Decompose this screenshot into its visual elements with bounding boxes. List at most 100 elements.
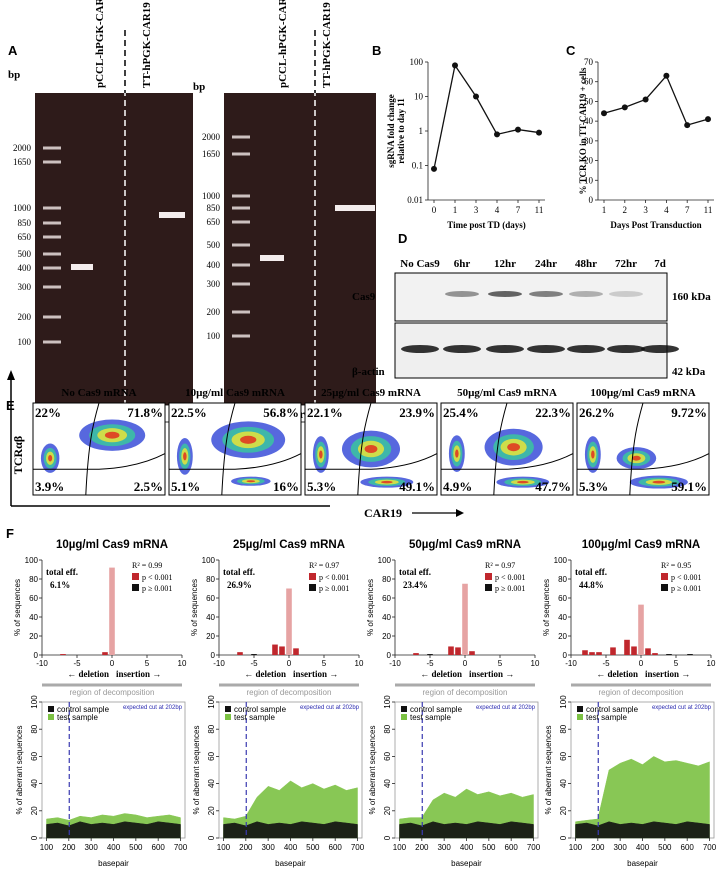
- cut-annotation: expected cut at 202bp: [123, 705, 183, 711]
- data-point: [431, 165, 437, 172]
- legend-swatch: [309, 573, 316, 580]
- legend-label: test sample: [586, 713, 627, 722]
- x-tick-label: 400: [107, 843, 121, 852]
- density-blob: [591, 450, 595, 459]
- quadrant-label: 25.4%: [443, 405, 479, 420]
- eff-value: 26.9%: [227, 580, 252, 590]
- y-axis-label: % of sequences: [13, 579, 22, 636]
- y-tick-label: 20: [559, 806, 568, 815]
- y-axis-label: % of aberrant sequences: [368, 726, 377, 815]
- ladder-band: [232, 282, 250, 286]
- y-tick-label: 50: [584, 96, 594, 106]
- y-tick-label: 20: [30, 806, 39, 815]
- bar: [645, 648, 651, 655]
- x-tick-label: 7: [685, 205, 690, 215]
- ladder-band: [43, 315, 61, 319]
- region-label: region of decomposition: [423, 688, 508, 697]
- y-axis-label: % of aberrant sequences: [192, 726, 201, 815]
- bar: [638, 604, 644, 655]
- y-tick-label: 0.1: [412, 161, 423, 171]
- quadrant-label: 59.1%: [671, 479, 707, 494]
- quadrant-label: 22.5%: [171, 405, 207, 420]
- legend-label: test sample: [410, 713, 451, 722]
- ladder-label: 200: [18, 312, 32, 322]
- flow-x-axis: CAR19: [364, 506, 402, 520]
- quadrant-label: 5.1%: [171, 479, 200, 494]
- y-tick-label: 0: [211, 651, 216, 660]
- x-tick-label: -5: [250, 659, 258, 668]
- area: [399, 821, 534, 839]
- y-tick-label: 40: [382, 613, 391, 622]
- x-axis-label: ← deletion: [67, 669, 109, 679]
- bar: [582, 650, 588, 655]
- ladder-band: [43, 340, 61, 344]
- x-tick-label: 600: [681, 843, 695, 852]
- legend-label: control sample: [57, 705, 110, 714]
- blot-band: [567, 345, 605, 353]
- bar: [413, 653, 419, 655]
- ladder-band: [43, 146, 61, 150]
- row-label: Cas9: [352, 291, 376, 303]
- density-blob: [632, 455, 641, 461]
- chart-title: 25µg/ml Cas9 mRNA: [233, 539, 345, 551]
- x-tick-label: 500: [658, 843, 672, 852]
- eff-label: total eff.: [223, 567, 255, 577]
- x-tick-label: 3: [643, 205, 648, 215]
- density-blob: [240, 435, 257, 444]
- area: [575, 821, 710, 839]
- y-tick-label: 0: [383, 835, 392, 840]
- bar: [596, 652, 602, 655]
- lane-label: pCCL-hPGK-CAR19: [277, 0, 289, 88]
- y-axis-label: % of sequences: [190, 579, 199, 636]
- data-point: [473, 93, 479, 100]
- data-point: [494, 131, 500, 138]
- quadrant-label: 22.3%: [535, 405, 571, 420]
- area: [223, 821, 358, 839]
- density-blob: [319, 450, 323, 459]
- y-tick-label: 80: [382, 575, 391, 584]
- y-tick-label: 0: [34, 651, 39, 660]
- data-line: [433, 63, 540, 169]
- x-tick-label: 10: [355, 659, 364, 668]
- x-tick-label: 700: [351, 843, 365, 852]
- bar: [286, 588, 292, 655]
- y-axis-label: % of aberrant sequences: [15, 726, 24, 815]
- bar: [237, 652, 243, 655]
- region-label: region of decomposition: [599, 688, 684, 697]
- lane-label: TT-hPGK-CAR19: [141, 2, 153, 88]
- x-tick-label: -10: [213, 659, 225, 668]
- data-point: [536, 129, 542, 136]
- legend-label: p ≥ 0.001: [495, 584, 525, 593]
- quadrant-label: 16%: [273, 479, 299, 494]
- quadrant-label: 26.2%: [579, 405, 615, 420]
- x-tick-label: 100: [217, 843, 231, 852]
- y-tick-label: 0: [589, 195, 594, 205]
- ladder-label: 2000: [202, 132, 221, 142]
- density-blob: [455, 449, 459, 458]
- legend-label: control sample: [410, 705, 463, 714]
- legend-label: p < 0.001: [142, 573, 173, 582]
- gel-band: [71, 264, 93, 270]
- bar: [279, 646, 285, 655]
- y-tick-label: 40: [383, 779, 392, 788]
- lane-header: No Cas9: [400, 258, 440, 270]
- x-tick-label: 100: [569, 843, 583, 852]
- legend-label: p ≥ 0.001: [671, 584, 701, 593]
- y-tick-label: 80: [207, 724, 216, 733]
- ladder-label: 200: [207, 307, 221, 317]
- x-tick-label: 600: [329, 843, 343, 852]
- quadrant-label: 4.9%: [443, 479, 472, 494]
- bar: [448, 646, 454, 655]
- x-axis-label: ← deletion: [596, 669, 638, 679]
- x-axis-label: Time post TD (days): [447, 220, 525, 230]
- y-tick-label: 0: [207, 835, 216, 840]
- legend-swatch: [309, 584, 316, 591]
- ladder-band: [43, 266, 61, 270]
- blot-band: [607, 345, 645, 353]
- x-tick-label: 1: [602, 205, 607, 215]
- ladder-band: [232, 206, 250, 210]
- x-tick-label: 100: [40, 843, 54, 852]
- y-tick-label: 100: [410, 57, 424, 67]
- x-tick-label: 0: [110, 659, 115, 668]
